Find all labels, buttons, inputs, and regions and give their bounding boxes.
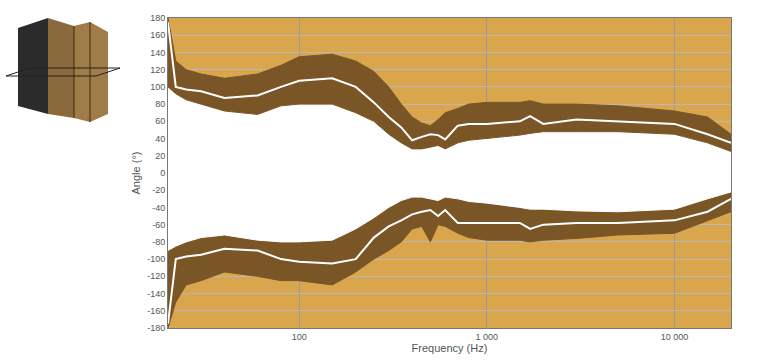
svg-text:-180: -180 (147, 323, 165, 333)
svg-text:0: 0 (160, 168, 165, 178)
svg-text:Frequency (Hz): Frequency (Hz) (412, 342, 488, 354)
svg-text:100: 100 (292, 332, 307, 342)
svg-text:-100: -100 (147, 254, 165, 264)
svg-text:80: 80 (155, 99, 165, 109)
svg-text:-120: -120 (147, 271, 165, 281)
svg-text:40: 40 (155, 134, 165, 144)
svg-text:140: 140 (150, 48, 165, 58)
svg-text:-80: -80 (152, 237, 165, 247)
svg-text:-20: -20 (152, 185, 165, 195)
svg-text:-60: -60 (152, 220, 165, 230)
svg-text:100: 100 (150, 82, 165, 92)
svg-text:1 000: 1 000 (476, 332, 499, 342)
svg-text:-140: -140 (147, 289, 165, 299)
svg-text:20: 20 (155, 151, 165, 161)
svg-text:180: 180 (150, 13, 165, 23)
svg-text:-40: -40 (152, 203, 165, 213)
svg-text:-160: -160 (147, 306, 165, 316)
svg-text:10 000: 10 000 (661, 332, 689, 342)
svg-text:Angle (°): Angle (°) (130, 152, 142, 195)
svg-text:60: 60 (155, 116, 165, 126)
svg-text:160: 160 (150, 30, 165, 40)
svg-text:120: 120 (150, 65, 165, 75)
